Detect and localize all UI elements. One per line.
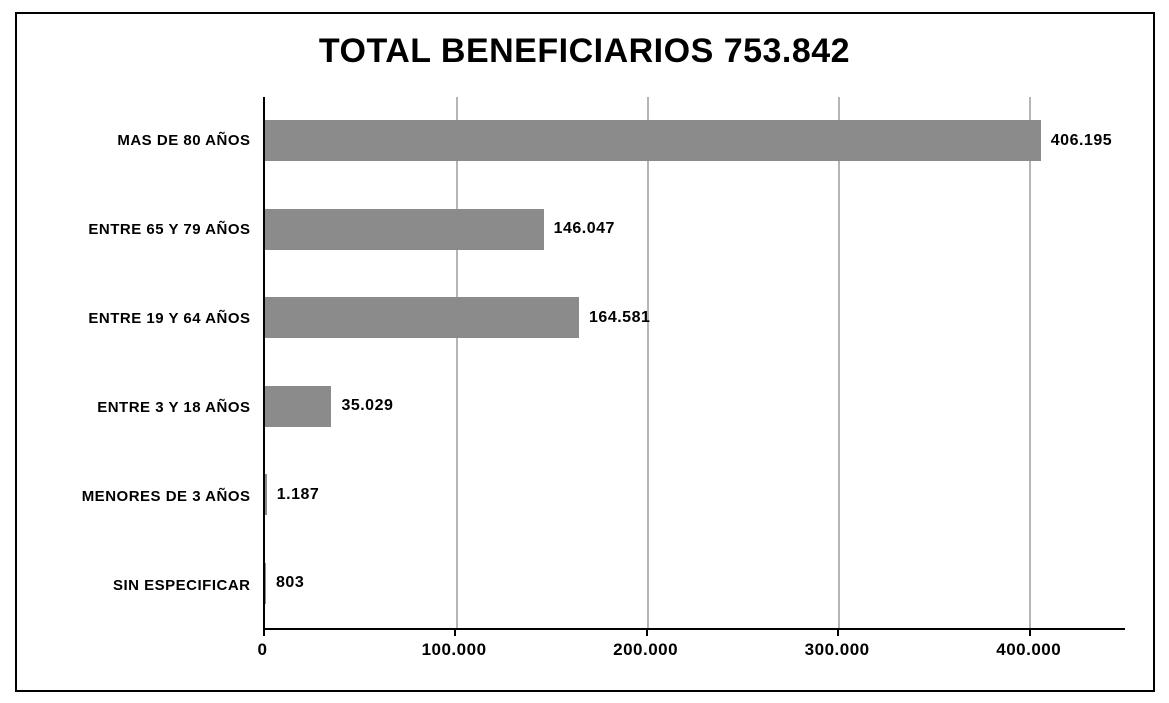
bar-row: 146.047 (265, 185, 1125, 274)
bars-track: 406.195 146.047 164.581 35.029 1.187 803 (265, 97, 1125, 628)
y-label: ENTRE 65 Y 79 AÑOS (45, 185, 263, 274)
x-tick-mark (837, 628, 839, 636)
bar-value-label: 35.029 (341, 397, 393, 415)
bar-row: 1.187 (265, 451, 1125, 540)
y-label: ENTRE 19 Y 64 AÑOS (45, 274, 263, 363)
bar-row: 164.581 (265, 274, 1125, 363)
y-label: MAS DE 80 AÑOS (45, 97, 263, 186)
bar (265, 474, 267, 515)
bar-value-label: 406.195 (1051, 132, 1112, 150)
x-tick-mark (454, 628, 456, 636)
chart-title: TOTAL BENEFICIARIOS 753.842 (45, 32, 1125, 71)
bar-value-label: 1.187 (277, 486, 320, 504)
y-axis-labels: MAS DE 80 AÑOS ENTRE 65 Y 79 AÑOS ENTRE … (45, 97, 263, 630)
bar (265, 297, 580, 338)
plot-body: MAS DE 80 AÑOS ENTRE 65 Y 79 AÑOS ENTRE … (45, 97, 1125, 630)
bar (265, 386, 332, 427)
x-tick-mark (646, 628, 648, 636)
bar (265, 209, 544, 250)
x-tick-label: 300.000 (805, 640, 870, 660)
x-axis-ticks: 0100.000200.000300.000400.000 (263, 636, 1125, 666)
bar (265, 120, 1041, 161)
x-axis-spacer (45, 636, 263, 666)
bar-value-label: 803 (276, 574, 304, 592)
x-axis: 0 100.000 200.000 300.000 400.000 (45, 636, 1125, 666)
y-label: MENORES DE 3 AÑOS (45, 452, 263, 541)
bar-row: 35.029 (265, 362, 1125, 451)
x-tick-label: 0 (258, 640, 268, 660)
x-tick-mark (263, 628, 265, 636)
y-label: SIN ESPECIFICAR (45, 541, 263, 630)
chart-container: TOTAL BENEFICIARIOS 753.842 MAS DE 80 AÑ… (15, 12, 1155, 692)
x-tick-label: 400.000 (996, 640, 1061, 660)
bar-value-label: 146.047 (554, 220, 615, 238)
bar (265, 563, 267, 604)
plot-area: MAS DE 80 AÑOS ENTRE 65 Y 79 AÑOS ENTRE … (45, 97, 1125, 666)
bar-row: 406.195 (265, 97, 1125, 186)
x-tick-label: 200.000 (613, 640, 678, 660)
bars-area: 406.195 146.047 164.581 35.029 1.187 803 (263, 97, 1125, 630)
x-tick-label: 100.000 (422, 640, 487, 660)
y-label: ENTRE 3 Y 18 AÑOS (45, 363, 263, 452)
bar-value-label: 164.581 (589, 309, 650, 327)
bar-row: 803 (265, 539, 1125, 628)
x-tick-mark (1029, 628, 1031, 636)
